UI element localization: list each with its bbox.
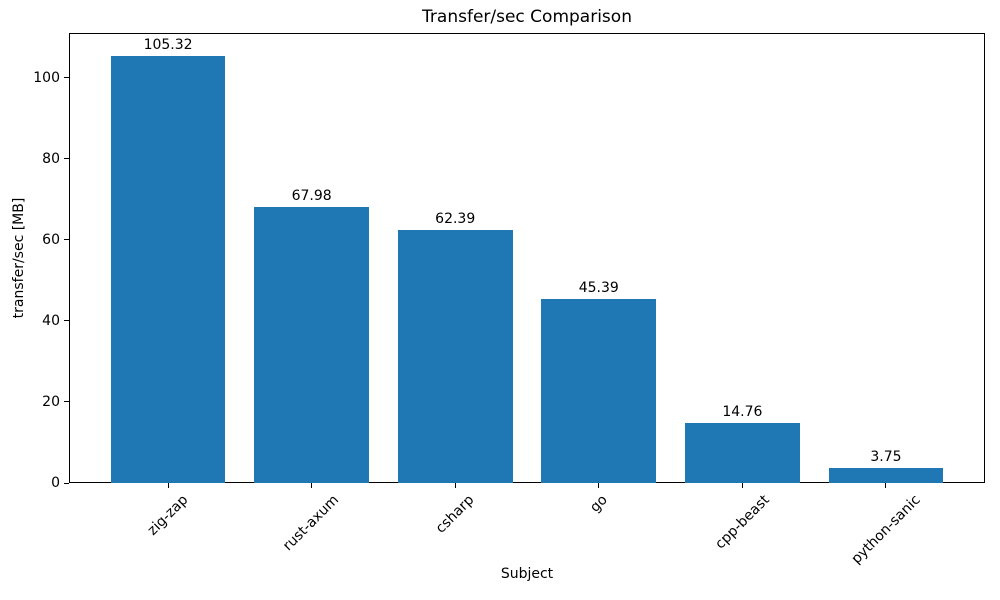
y-tick-label: 40 [42, 312, 60, 329]
x-tick-mark [167, 483, 169, 488]
y-axis-label: transfer/sec [MB] [11, 197, 27, 319]
x-tick-mark [885, 483, 887, 488]
x-tick-label-rust-axum: rust-axum [280, 492, 343, 555]
x-tick-label-python-sanic: python-sanic [848, 492, 924, 568]
y-tick-label: 60 [42, 231, 60, 248]
x-tick-label-zig-zap: zig-zap [144, 492, 192, 539]
bar-value-label-python-sanic: 3.75 [870, 448, 902, 465]
x-tick-label-go: go [587, 492, 611, 516]
bar-python-sanic [828, 467, 944, 483]
x-axis-label: Subject [500, 566, 554, 582]
bar-rust-axum [254, 207, 370, 483]
x-tick-mark [311, 483, 313, 488]
x-tick-label-cpp-beast: cpp-beast [712, 492, 773, 553]
y-tick-label: 20 [42, 393, 60, 410]
y-tick-mark [64, 158, 69, 160]
x-tick-mark [454, 483, 456, 488]
y-tick-mark [64, 401, 69, 403]
y-tick-label: 80 [42, 150, 60, 167]
bar-go [541, 298, 657, 483]
bar-csharp [397, 230, 513, 483]
chart-title: Transfer/sec Comparison [422, 7, 632, 27]
x-tick-label-csharp: csharp [432, 492, 478, 537]
bar-value-label-go: 45.39 [578, 279, 619, 296]
bar-zig-zap [110, 56, 226, 483]
y-tick-mark [64, 320, 69, 322]
bar-value-label-csharp: 62.39 [435, 211, 476, 228]
y-tick-mark [64, 77, 69, 79]
x-tick-mark [598, 483, 600, 488]
y-tick-label: 0 [51, 475, 60, 491]
x-tick-mark [741, 483, 743, 488]
bar-value-label-cpp-beast: 14.76 [722, 404, 763, 421]
y-tick-mark [64, 239, 69, 241]
bar-value-label-rust-axum: 67.98 [291, 188, 332, 205]
y-tick-label: 100 [33, 69, 60, 86]
bar-value-label-zig-zap: 105.32 [143, 37, 193, 54]
y-tick-mark [64, 482, 69, 484]
bar-cpp-beast [684, 423, 800, 483]
